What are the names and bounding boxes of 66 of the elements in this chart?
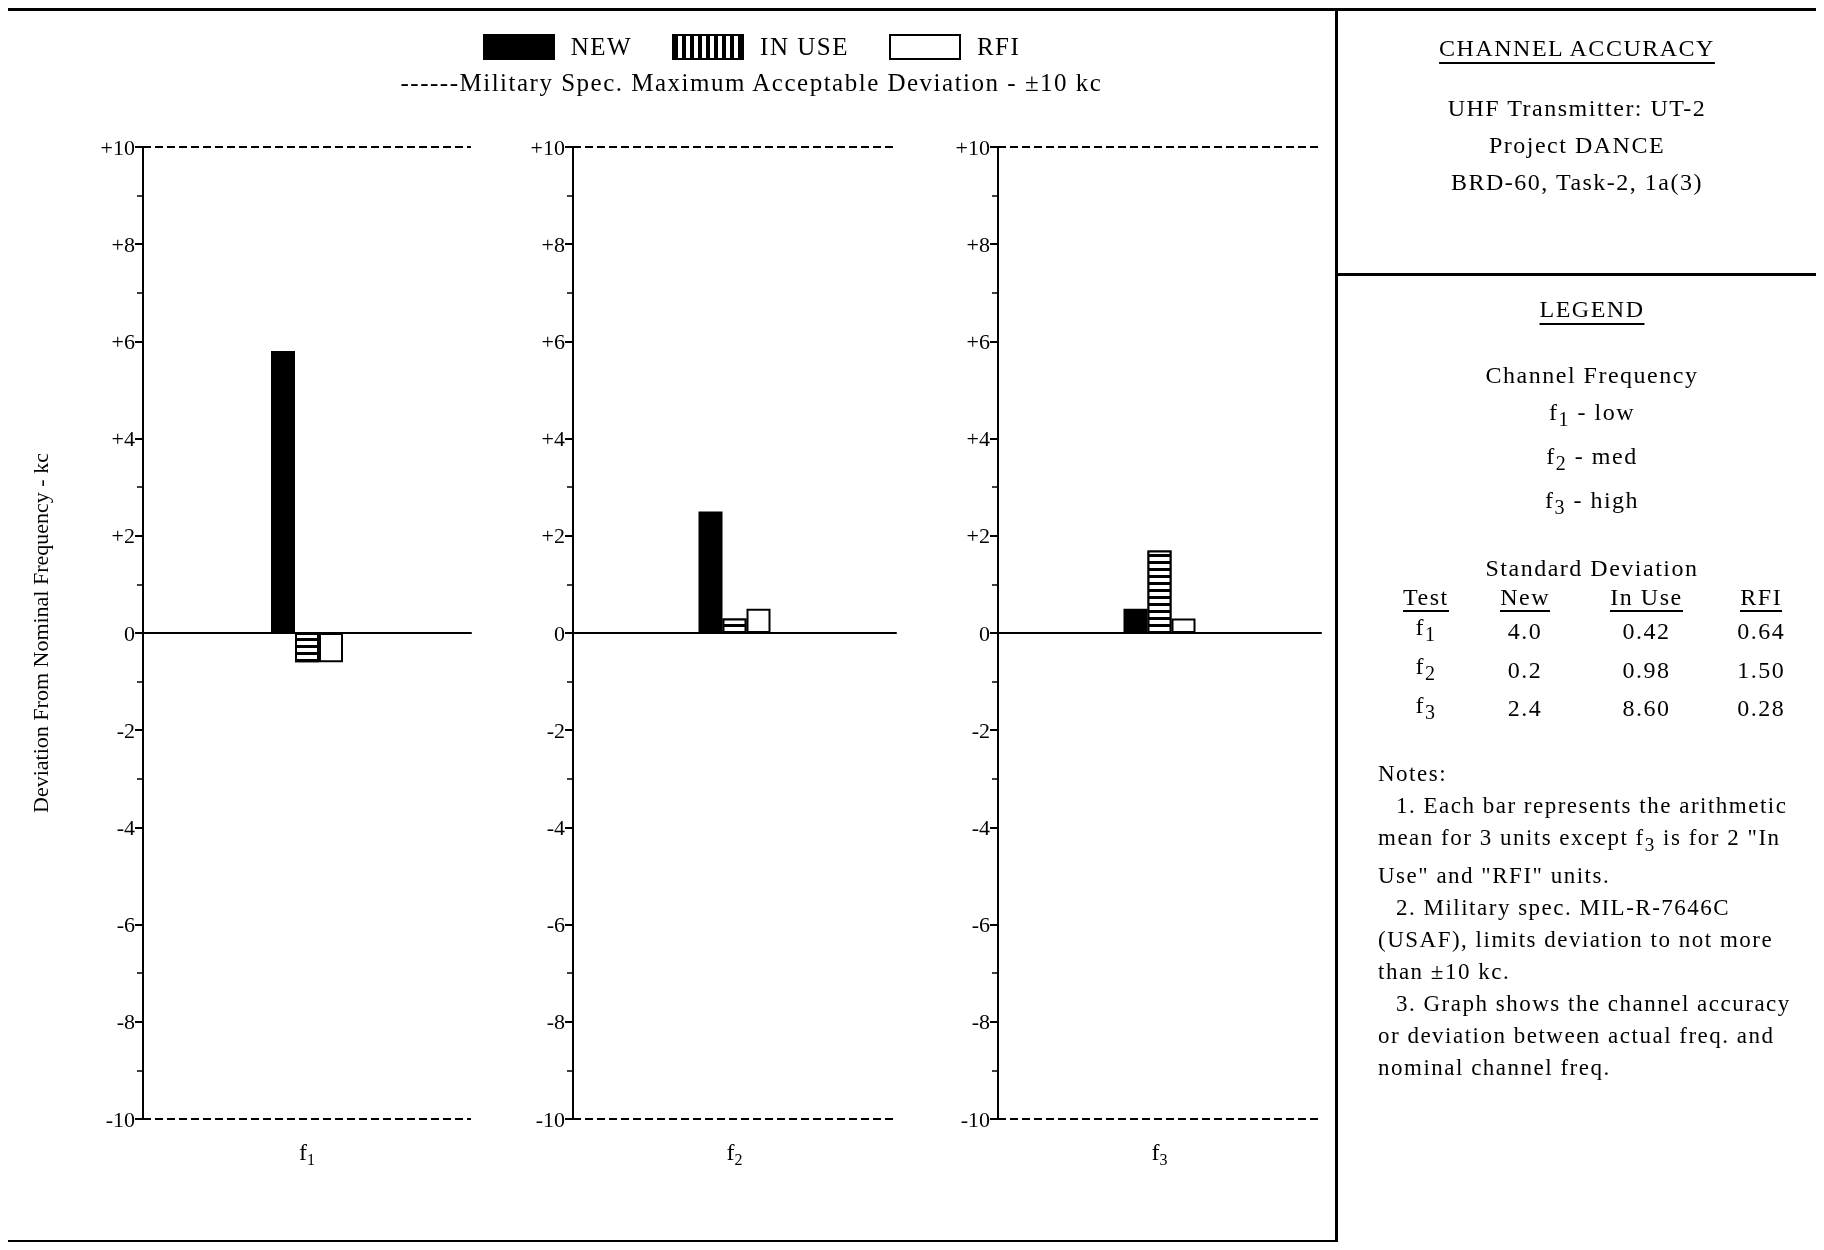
text: f$_{1}$ - low	[1548, 398, 1636, 432]
y-tick-label: -4	[116, 814, 135, 840]
y-tick-label: +6	[966, 328, 990, 354]
text: 0.98	[1622, 656, 1671, 683]
text: ------Military Spec. Maximum Acceptable Deviation - ±10 kc	[399, 69, 1104, 97]
y-axis-title: Deviation From Nominal Frequency - kc	[27, 452, 53, 813]
text: f$_{3}$ - high	[1543, 485, 1641, 520]
legend-title: LEGEND	[1538, 296, 1646, 323]
y-tick-label: -8	[971, 1009, 990, 1035]
y-tick-label: +6	[541, 328, 565, 354]
y-tick-label: +10	[100, 134, 135, 160]
category-label: Test	[1403, 584, 1449, 613]
legend-label: IN USE	[760, 33, 849, 61]
y-tick-label: +4	[541, 426, 565, 452]
text: 1.50	[1737, 656, 1786, 683]
text: 0.2	[1507, 656, 1543, 683]
text: 0.28	[1737, 695, 1786, 722]
text: 0.64	[1737, 617, 1786, 644]
y-tick-label: +10	[530, 134, 565, 160]
y-tick-label: +10	[955, 134, 990, 160]
text: Channel Frequency	[1484, 361, 1700, 390]
category-label: f$_{1}$	[1415, 614, 1437, 646]
y-tick-label: -8	[546, 1009, 565, 1035]
y-tick-label: +8	[966, 231, 990, 257]
y-tick-label: 0	[554, 620, 565, 646]
text: UHF Transmitter: UT-2 Project DANCE BRD-60, Task-2, 1a(3)	[1446, 94, 1708, 197]
y-tick-label: -4	[971, 814, 990, 840]
text: 0.42	[1622, 617, 1671, 644]
text: Notes:	[1378, 759, 1449, 788]
text: 4.0	[1507, 617, 1543, 644]
y-tick-label: +4	[111, 426, 135, 452]
y-tick-label: -6	[546, 912, 565, 938]
y-tick-label: +6	[111, 328, 135, 354]
text: f$_{2}$ - med	[1545, 441, 1639, 476]
y-tick-label: +8	[111, 231, 135, 257]
text: Standard Deviation	[1484, 555, 1700, 583]
y-tick-label: -10	[960, 1106, 990, 1132]
text: CHANNEL ACCURACY	[1438, 35, 1716, 62]
y-tick-label: -4	[546, 814, 565, 840]
category-label: New	[1500, 584, 1551, 613]
text: 2.4	[1507, 695, 1543, 722]
category-label: RFI	[1740, 584, 1783, 613]
y-tick-label: -10	[105, 1106, 135, 1132]
text: 3. Graph shows the channel accuracy or deviation between actual freq. and nominal channel freq.	[1378, 990, 1792, 1083]
y-tick-label: +8	[541, 231, 565, 257]
y-tick-label: -10	[535, 1106, 565, 1132]
y-tick-label: -8	[116, 1009, 135, 1035]
category-label: In Use	[1610, 584, 1683, 613]
text: 1. Each bar represents the arithmetic mean for 3 units except f$_{3}$ is for 2 "In Use" and "RFI" units.	[1378, 792, 1788, 889]
y-tick-label: -6	[116, 912, 135, 938]
y-tick-label: +4	[966, 426, 990, 452]
y-tick-label: +2	[966, 523, 990, 549]
y-tick-label: +2	[541, 523, 565, 549]
text: 2. Military spec. MIL-R-7646C (USAF), limits deviation to not more than ±10 kc.	[1378, 894, 1775, 987]
y-tick-label: 0	[979, 620, 990, 646]
y-tick-label: -6	[971, 912, 990, 938]
y-tick-label: -2	[116, 717, 135, 743]
legend-label: NEW	[570, 33, 633, 61]
y-tick-label: -2	[971, 717, 990, 743]
y-tick-label: +2	[111, 523, 135, 549]
legend-label: RFI	[976, 33, 1021, 61]
category-label: f$_{3}$	[1415, 691, 1437, 723]
text: 8.60	[1622, 695, 1671, 722]
category-label: f$_{2}$	[1415, 653, 1437, 684]
y-tick-label: 0	[124, 620, 135, 646]
y-tick-label: -2	[546, 717, 565, 743]
